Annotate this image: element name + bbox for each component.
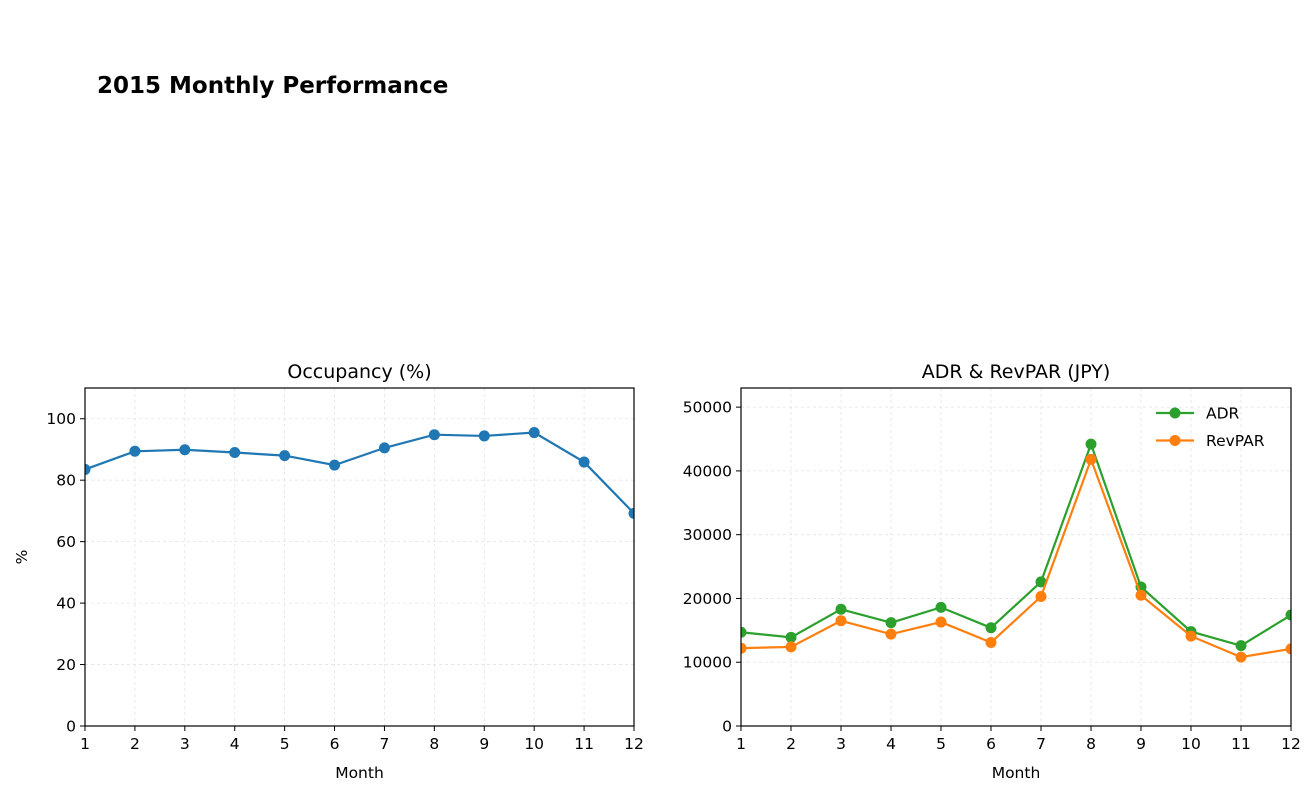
legend-label-revpar: RevPAR [1206, 432, 1265, 450]
x-tick-label: 6 [330, 735, 340, 753]
data-point-revpar [985, 636, 997, 648]
data-point-occupancy [279, 450, 291, 462]
y-tick-label: 20000 [683, 590, 732, 608]
legend-marker-revpar [1169, 435, 1181, 446]
x-tick-label: 8 [429, 735, 439, 753]
y-tick-label: 0 [66, 718, 76, 736]
series-line-revpar [741, 456, 1291, 659]
data-point-occupancy [628, 507, 634, 519]
x-tick-label: 10 [1181, 735, 1201, 753]
x-tick-label: 12 [1281, 735, 1301, 753]
data-point-adr [741, 626, 747, 638]
y-axis-label: % [13, 550, 31, 565]
y-tick-label: 80 [56, 472, 76, 490]
series-line-occupancy [85, 431, 634, 515]
x-tick-label: 7 [1036, 735, 1046, 753]
y-tick-label: 60 [56, 533, 76, 551]
x-tick-label: 1 [736, 735, 746, 753]
data-point-revpar [1185, 630, 1197, 642]
data-point-adr [885, 617, 897, 629]
x-tick-label: 5 [936, 735, 946, 753]
data-point-revpar [885, 628, 897, 640]
data-point-adr [935, 601, 947, 613]
plot-data [741, 438, 1291, 663]
x-tick-label: 4 [230, 735, 240, 753]
data-point-adr [1085, 438, 1097, 450]
y-tick-label: 40 [56, 595, 76, 613]
x-tick-label: 7 [380, 735, 390, 753]
axes-frame [740, 387, 1292, 727]
x-axis-label: Month [335, 764, 384, 782]
y-tick-label: 10000 [683, 654, 732, 672]
chart-title: ADR & RevPAR (JPY) [922, 361, 1111, 383]
x-tick-label: 11 [1231, 735, 1251, 753]
data-point-revpar [1035, 591, 1047, 603]
data-point-adr [835, 603, 847, 615]
data-point-occupancy [129, 445, 141, 457]
y-tick-label: 20 [56, 656, 76, 674]
x-tick-label: 2 [130, 735, 140, 753]
data-point-revpar [835, 615, 847, 627]
x-tick-label: 10 [524, 735, 544, 753]
y-tick-label: 50000 [683, 399, 732, 417]
x-tick-label: 5 [280, 735, 290, 753]
data-point-adr [1235, 640, 1247, 652]
y-tick-label: 30000 [683, 526, 732, 544]
x-tick-label: 6 [986, 735, 996, 753]
data-point-occupancy [578, 456, 590, 468]
data-point-revpar [785, 641, 797, 653]
data-point-revpar [1085, 453, 1097, 465]
data-point-occupancy [85, 463, 91, 475]
x-tick-label: 2 [786, 735, 796, 753]
figure-title: 2015 Monthly Performance [97, 73, 449, 99]
x-tick-label: 3 [180, 735, 190, 753]
x-tick-label: 9 [479, 735, 489, 753]
data-point-revpar [741, 642, 747, 654]
series-line-adr [741, 440, 1291, 647]
data-point-revpar [1135, 589, 1147, 601]
legend-label-adr: ADR [1206, 405, 1240, 423]
data-point-adr [985, 622, 997, 634]
axes-frame [84, 387, 635, 727]
plot-data [85, 427, 634, 519]
legend-marker-adr [1169, 407, 1181, 419]
data-point-occupancy [229, 447, 241, 459]
y-tick-label: 100 [46, 410, 76, 428]
data-point-occupancy [478, 430, 490, 442]
data-point-occupancy [528, 427, 540, 439]
x-tick-label: 11 [574, 735, 594, 753]
x-tick-label: 12 [624, 735, 644, 753]
data-point-adr [785, 631, 797, 643]
x-tick-label: 4 [886, 735, 896, 753]
data-point-adr [1285, 609, 1291, 621]
x-tick-label: 8 [1086, 735, 1096, 753]
data-point-occupancy [428, 429, 440, 441]
data-point-revpar [1235, 651, 1247, 663]
x-axis-label: Month [992, 764, 1041, 782]
data-point-revpar [1285, 643, 1291, 655]
data-point-occupancy [179, 444, 191, 456]
x-tick-label: 1 [80, 735, 90, 753]
data-point-revpar [935, 616, 947, 628]
data-point-occupancy [378, 442, 390, 454]
data-point-occupancy [329, 459, 341, 471]
chart-title: Occupancy (%) [287, 361, 431, 383]
data-point-adr [1035, 576, 1047, 588]
y-tick-label: 40000 [683, 462, 732, 480]
x-tick-label: 3 [836, 735, 846, 753]
x-tick-label: 9 [1136, 735, 1146, 753]
y-tick-label: 0 [722, 718, 732, 736]
